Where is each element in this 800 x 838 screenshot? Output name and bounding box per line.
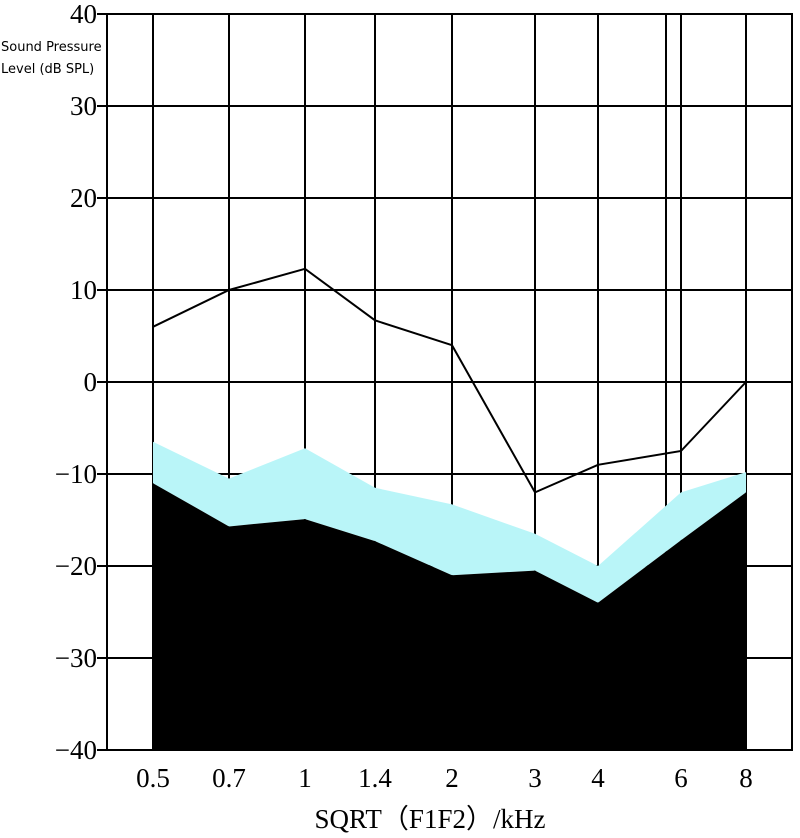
chart-marks [152,267,747,750]
x-tick-label: 1.4 [358,763,392,793]
y-tick-label: 20 [70,183,97,213]
y-axis-label-line2: Level (dB SPL) [1,62,94,77]
y-tick-label: −40 [55,735,97,765]
plot-frame [106,13,793,751]
y-tick-label: 30 [70,91,97,121]
x-tick-label: 2 [445,763,459,793]
x-tick-label: 4 [591,763,605,793]
y-tick-label: −10 [55,459,97,489]
y-tick-label: 40 [70,0,97,29]
x-axis-label: SQRT（F1F2）/kHz [315,804,546,834]
y-axis-label-line1: Sound Pressure [1,40,102,55]
y-tick-label: 10 [70,275,97,305]
x-tick-label: 8 [739,763,753,793]
lower-filled-area [153,483,746,750]
x-tick-labels: 0.5 0.7 1 1.4 2 3 4 6 8 [136,763,753,793]
x-tick-label: 0.7 [212,763,246,793]
y-tick-label: −30 [55,643,97,673]
series-line [152,267,747,494]
y-tick-label: 0 [84,367,98,397]
chart-frame [106,13,793,751]
y-tick-label: −20 [55,551,97,581]
y-tick-labels: 40 30 20 10 0 −10 −20 −30 −40 [55,0,97,765]
x-tick-label: 3 [528,763,542,793]
threshold-band-area [153,441,746,603]
x-tick-label: 1 [298,763,312,793]
x-tick-label: 6 [674,763,688,793]
x-tick-label: 0.5 [136,763,170,793]
